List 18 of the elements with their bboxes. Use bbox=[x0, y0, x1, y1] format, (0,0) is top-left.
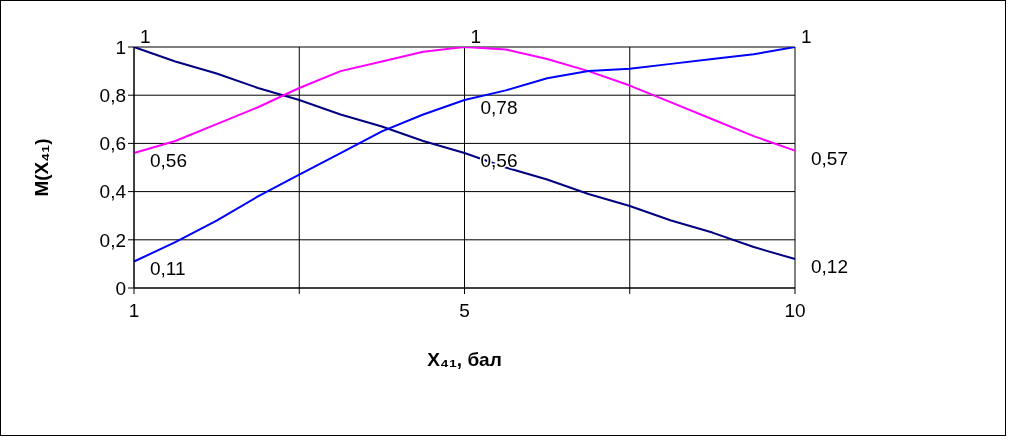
y-tick-label: 0,4 bbox=[99, 181, 127, 203]
data-label: 1 bbox=[470, 26, 482, 47]
data-label: 0,12 bbox=[811, 256, 848, 278]
y-tick-label: 0,8 bbox=[99, 84, 126, 106]
x-tick-label: 10 bbox=[784, 300, 806, 322]
y-tick-label: 0,6 bbox=[99, 133, 126, 155]
x-tick-label: 5 bbox=[459, 300, 470, 322]
data-label: 0,78 bbox=[480, 97, 518, 119]
data-label: 0,11 bbox=[150, 258, 186, 280]
y-axis-title: M(X₄₁) bbox=[30, 138, 52, 197]
y-tick-label: 1 bbox=[115, 36, 126, 58]
data-label: 1 bbox=[140, 26, 151, 47]
data-label: 0,56 bbox=[150, 150, 187, 172]
y-tick-label: 0,2 bbox=[99, 229, 126, 251]
data-label: 0,57 bbox=[811, 147, 848, 169]
y-tick-label: 0 bbox=[115, 277, 126, 299]
data-label: 1 bbox=[801, 26, 812, 47]
x-axis-title: X₄₁, бал bbox=[427, 349, 502, 370]
